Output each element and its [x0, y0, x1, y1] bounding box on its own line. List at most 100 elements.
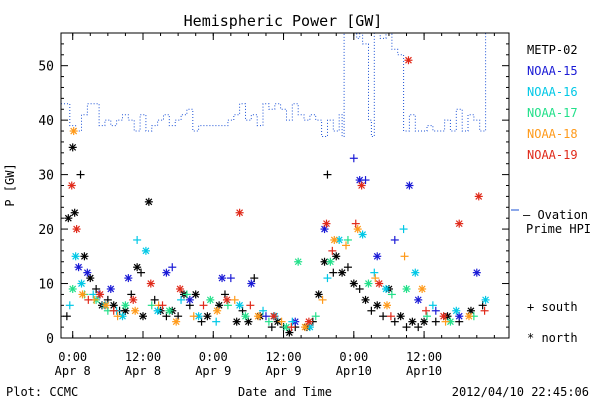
data-point — [288, 317, 297, 326]
plot-frame — [60, 32, 510, 339]
y-tick-label: 30 — [38, 169, 54, 184]
x-tick-label-date: Apr 9 — [265, 364, 301, 378]
data-point — [431, 317, 440, 326]
data-point — [343, 263, 352, 272]
data-point — [191, 290, 200, 299]
data-point — [439, 312, 448, 321]
data-point — [351, 219, 360, 228]
data-point — [144, 197, 153, 206]
legend-entry: METP-02 — [527, 43, 578, 57]
data-point — [311, 312, 320, 321]
data-point — [452, 306, 461, 315]
symbol-key: + south * north — [527, 300, 578, 345]
data-point — [218, 274, 227, 283]
data-point — [414, 295, 423, 304]
data-point — [129, 295, 138, 304]
data-point — [367, 306, 376, 315]
data-point — [78, 290, 87, 299]
data-point — [411, 268, 420, 277]
data-point — [287, 323, 296, 332]
chart-title: Hemispheric Power [GW] — [184, 12, 383, 30]
satellite-points — [62, 56, 490, 337]
data-point — [77, 279, 86, 288]
data-point — [133, 235, 142, 244]
y-tick-label: 10 — [38, 278, 54, 293]
data-point — [382, 284, 391, 293]
legend-entry: NOAA-15 — [527, 64, 578, 78]
data-point — [113, 312, 122, 321]
data-point — [408, 317, 417, 326]
data-point — [318, 295, 327, 304]
data-point — [405, 181, 414, 190]
data-point — [373, 301, 382, 310]
data-point — [101, 301, 110, 310]
data-point — [402, 284, 411, 293]
data-point — [189, 312, 198, 321]
data-point — [232, 317, 241, 326]
data-point — [213, 306, 222, 315]
data-point — [386, 312, 395, 321]
data-point — [428, 301, 437, 310]
data-point — [474, 192, 483, 201]
data-point — [361, 295, 370, 304]
data-point — [396, 312, 405, 321]
ovation-hpi-series — [61, 32, 489, 137]
y-axis-label: P [GW] — [3, 163, 17, 206]
data-point — [399, 225, 408, 234]
data-point — [62, 312, 71, 321]
data-point — [414, 323, 423, 332]
data-point — [64, 214, 73, 223]
data-point — [355, 284, 364, 293]
data-point — [247, 279, 256, 288]
data-point — [370, 268, 379, 277]
data-point — [165, 306, 174, 315]
x-tick-label-date: Apr 8 — [125, 364, 161, 378]
data-point — [141, 246, 150, 255]
data-point — [235, 208, 244, 217]
y-axis: 0 10 20 30 40 50 — [38, 43, 509, 347]
x-tick-label-date: Apr 8 — [55, 364, 91, 378]
data-point — [402, 323, 411, 332]
data-point — [182, 290, 191, 299]
data-point — [371, 274, 380, 283]
data-point — [212, 317, 221, 326]
data-point — [382, 301, 391, 310]
data-point — [131, 306, 140, 315]
data-point — [423, 312, 432, 321]
x-tick-label-time: 12:00 — [406, 350, 442, 364]
data-point — [400, 252, 409, 261]
data-point — [153, 306, 162, 315]
data-point — [304, 317, 313, 326]
data-point — [74, 263, 83, 272]
data-point — [68, 143, 77, 152]
data-point — [358, 230, 367, 239]
plot-timestamp: 2012/04/10 22:45:06 — [452, 385, 589, 399]
x-tick-label-date: Apr 9 — [195, 364, 231, 378]
data-point — [121, 301, 130, 310]
data-point — [158, 301, 167, 310]
data-point — [177, 295, 186, 304]
x-tick-label-date: Apr10 — [336, 364, 372, 378]
data-point — [80, 252, 89, 261]
data-point — [373, 252, 382, 261]
y-tick-label: 20 — [38, 223, 54, 238]
data-point — [422, 306, 431, 315]
satellite-legend: METP-02 NOAA-15 NOAA-16 NOAA-17 NOAA-18 NOAA-… — [527, 43, 578, 162]
data-point — [254, 312, 263, 321]
data-point — [390, 317, 399, 326]
data-point — [96, 290, 105, 299]
data-point — [67, 181, 76, 190]
data-point — [223, 301, 232, 310]
data-point — [375, 279, 384, 288]
data-point — [342, 241, 351, 250]
data-point — [264, 317, 273, 326]
x-tick-label-time: 0:00 — [199, 350, 228, 364]
data-point — [390, 235, 399, 244]
y-tick-label: 50 — [38, 60, 54, 75]
data-point — [147, 301, 156, 310]
legend-entry: NOAA-19 — [527, 148, 578, 162]
data-point — [322, 219, 331, 228]
data-point — [455, 219, 464, 228]
x-tick-label-time: 0:00 — [339, 350, 368, 364]
data-point — [277, 317, 286, 326]
